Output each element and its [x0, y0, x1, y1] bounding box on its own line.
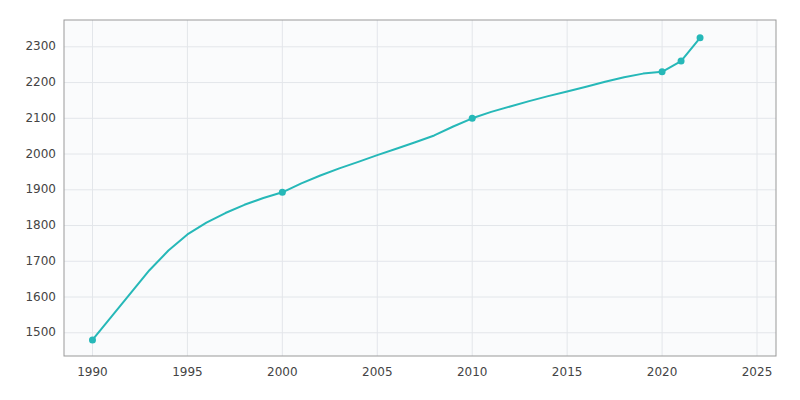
y-grid-line — [64, 332, 776, 333]
data — [89, 34, 704, 343]
y-grid-line — [64, 261, 776, 262]
y-grid-line — [64, 82, 776, 83]
x-tick-label: 2015 — [552, 365, 583, 379]
point — [279, 189, 286, 196]
y-grid-line — [64, 118, 776, 119]
y-tick-label: 1500 — [25, 325, 56, 339]
y-tick-label: 1700 — [25, 254, 56, 268]
chart: 1500 1600 1700 1800 1900 2000 2100 2200 2300 1990… — [0, 0, 800, 400]
x-tick-label: 1990 — [77, 365, 108, 379]
x-grid-line — [757, 20, 758, 356]
x-grid-line — [187, 20, 188, 356]
y-tick-label: 2300 — [25, 39, 56, 53]
axes: 1500 1600 1700 1800 1900 2000 2100 2200 2300 1990… — [25, 20, 776, 379]
line — [92, 38, 700, 340]
y-tick-label: 2200 — [25, 75, 56, 89]
x-grid-line — [567, 20, 568, 356]
x-tick-label: 2025 — [742, 365, 773, 379]
x-grid-line — [282, 20, 283, 356]
x-tick-label: 2005 — [362, 365, 393, 379]
x-tick-label: 2020 — [647, 365, 678, 379]
point — [469, 115, 476, 122]
y-grid-line — [64, 154, 776, 155]
plot-area — [64, 20, 776, 356]
x-grid-line — [472, 20, 473, 356]
point — [697, 34, 704, 41]
y-grid-line — [64, 225, 776, 226]
y-grid-line — [64, 189, 776, 190]
point — [659, 68, 666, 75]
point — [678, 58, 685, 65]
y-grid-line — [64, 297, 776, 298]
x-tick-label: 2000 — [267, 365, 298, 379]
y-tick-label: 1900 — [25, 182, 56, 196]
y-tick-label: 1600 — [25, 290, 56, 304]
x-tick-label: 1995 — [172, 365, 203, 379]
y-tick-label: 2100 — [25, 111, 56, 125]
y-grid-line — [64, 46, 776, 47]
x-tick-label: 2010 — [457, 365, 488, 379]
x-grid-line — [92, 20, 93, 356]
plot-frame — [64, 20, 776, 356]
y-tick-label: 1800 — [25, 218, 56, 232]
y-tick-label: 2000 — [25, 147, 56, 161]
x-grid-line — [377, 20, 378, 356]
point — [89, 336, 96, 343]
